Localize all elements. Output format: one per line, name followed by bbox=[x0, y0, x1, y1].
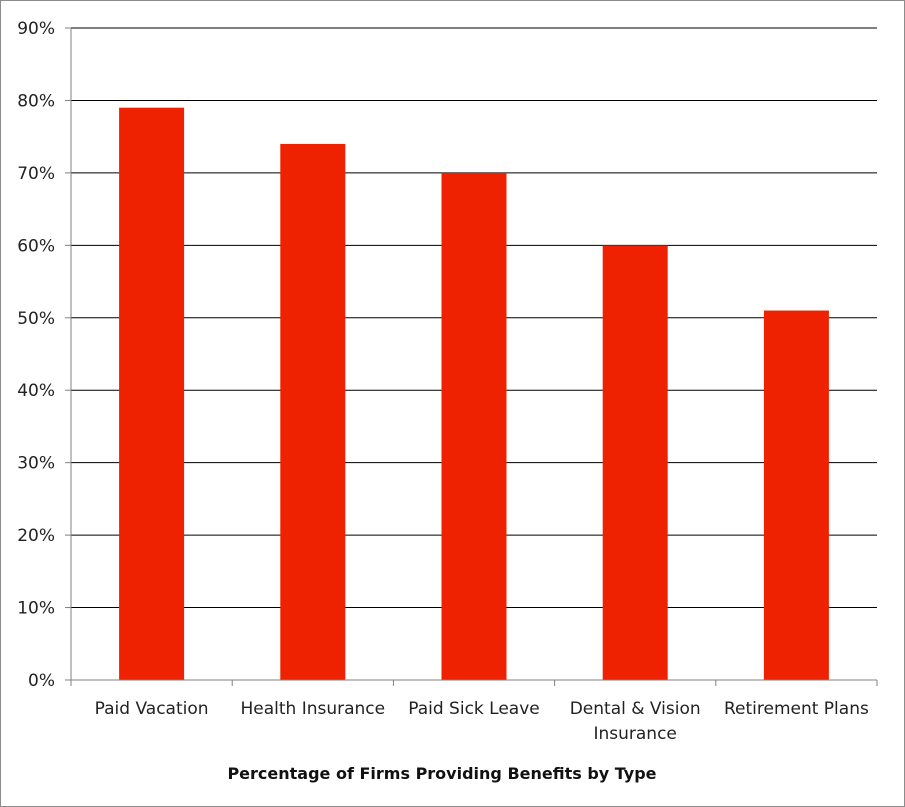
x-tick-label: Health Insurance bbox=[240, 699, 385, 719]
x-tick-label-line: Paid Vacation bbox=[95, 699, 209, 719]
y-tick-label: 20% bbox=[17, 526, 55, 546]
y-tick-label: 90% bbox=[17, 19, 55, 39]
x-tick-label-line: Paid Sick Leave bbox=[408, 699, 540, 719]
bar bbox=[763, 310, 829, 680]
y-axis-ticks: 0% 10% 20% 30% 40% 50% 60% 70% 80% 90% bbox=[17, 19, 71, 691]
y-tick-label: 0% bbox=[28, 671, 55, 691]
y-tick-label: 70% bbox=[17, 164, 55, 184]
y-tick-label: 10% bbox=[17, 599, 55, 619]
x-tick-label-line: Health Insurance bbox=[240, 699, 385, 719]
x-tick-label: Dental & Vision Insurance bbox=[570, 699, 701, 744]
chart-title: Percentage of Firms Providing Benefits b… bbox=[227, 764, 656, 783]
bar bbox=[280, 143, 346, 680]
bar bbox=[441, 172, 507, 680]
x-tick-label-line: Retirement Plans bbox=[724, 699, 869, 719]
bars bbox=[119, 107, 829, 681]
x-tick-label: Paid Vacation bbox=[95, 699, 209, 719]
y-tick-label: 50% bbox=[17, 309, 55, 329]
x-tick-label: Paid Sick Leave bbox=[408, 699, 540, 719]
y-tick-label: 30% bbox=[17, 454, 55, 474]
axes bbox=[70, 28, 878, 686]
y-tick-label: 60% bbox=[17, 236, 55, 256]
y-tick-label: 80% bbox=[17, 91, 55, 111]
x-tick-label-line: Dental & Vision bbox=[570, 699, 701, 719]
y-tick-label: 40% bbox=[17, 381, 55, 401]
x-tick-label: Retirement Plans bbox=[724, 699, 869, 719]
bar bbox=[602, 245, 668, 681]
x-tick-label-line: Insurance bbox=[593, 724, 676, 744]
bar bbox=[119, 107, 185, 680]
x-axis-labels: Paid Vacation Health Insurance Paid Sick L… bbox=[95, 699, 869, 744]
